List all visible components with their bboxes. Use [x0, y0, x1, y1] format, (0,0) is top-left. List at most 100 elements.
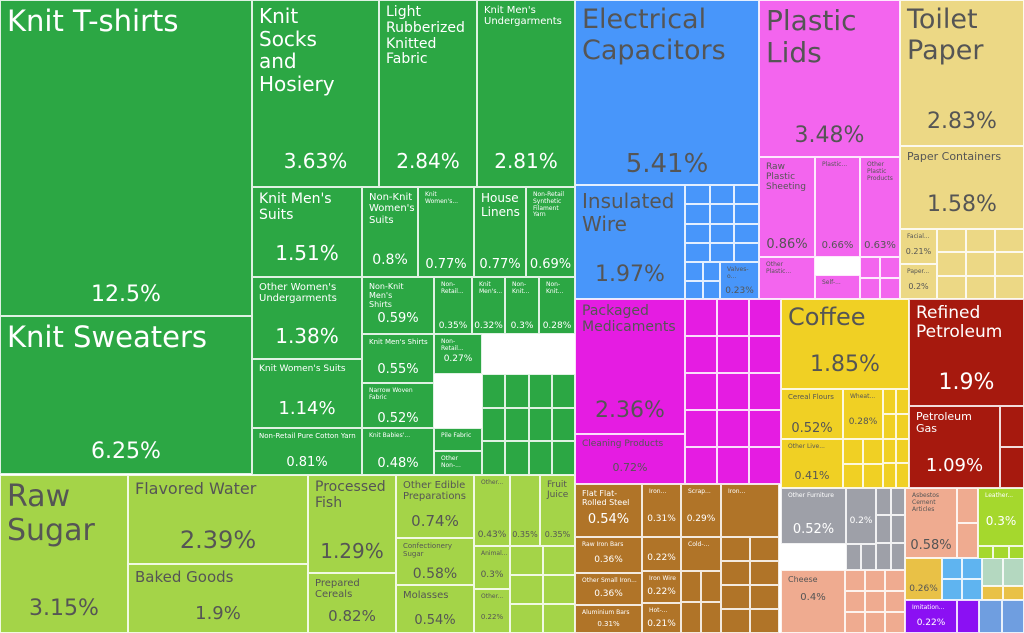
- tile-label: Other Furniture: [788, 492, 834, 499]
- treemap-tile-other-plastic: Other Plastic...: [759, 257, 815, 299]
- tile-label: Pile Fabric: [441, 432, 472, 439]
- tile-value: 3.15%: [29, 596, 99, 621]
- treemap-minor-tile: [883, 413, 896, 439]
- treemap-minor-tile: [721, 609, 750, 633]
- treemap-minor-tile: [937, 275, 966, 299]
- tile-label: Paper...: [907, 268, 930, 275]
- tile-value: 1.9%: [938, 370, 995, 395]
- treemap-minor-tile: [896, 389, 909, 414]
- tile-label: Animal...: [481, 550, 508, 557]
- treemap-minor-tile: [510, 546, 543, 575]
- treemap-minor-tile: [709, 185, 735, 205]
- tile-label: Non-Retail...: [441, 338, 464, 352]
- treemap-tile-light-rubberized-knitted-fabric: Light Rubberized Knitted Fabric 2.84%: [379, 0, 477, 187]
- treemap-tile-knit-sweaters: Knit Sweaters 6.25%: [0, 316, 252, 474]
- tile-label: Wheat...: [850, 393, 876, 400]
- tile-label: Knit Babies'...: [369, 432, 411, 439]
- tile-value: 6.25%: [91, 439, 161, 464]
- tile-value: 2.83%: [927, 109, 997, 134]
- tile-value: 3.63%: [283, 149, 348, 173]
- treemap-minor-tile: [681, 571, 701, 602]
- treemap-minor-tile: [979, 600, 1002, 633]
- treemap-minor-tile: [685, 299, 717, 336]
- treemap-minor-tile: [551, 374, 575, 408]
- treemap-tile-non-retail-synthetic-filament-yarn: Non-Retail Synthetic Filament Yarn 0.69%: [526, 187, 575, 277]
- treemap-minor-tile: [962, 558, 982, 579]
- treemap-minor-tile: [685, 204, 710, 224]
- tile-value: 0.59%: [377, 311, 419, 326]
- treemap-minor-tile: [750, 561, 779, 585]
- tile-value: 0.52%: [377, 411, 419, 426]
- tile-label: Plastic...: [822, 161, 848, 168]
- tile-label: Other...: [481, 479, 504, 486]
- tile-value: 0.55%: [377, 362, 419, 377]
- tile-label: Cereal Flours: [788, 393, 834, 401]
- treemap-minor-tile: [1001, 600, 1024, 633]
- tile-value: 1.09%: [925, 455, 984, 476]
- treemap-minor-tile: [749, 373, 781, 410]
- tile-value: 0.35%: [438, 321, 468, 331]
- treemap-tile-refined-petroleum: Refined Petroleum 1.9%: [909, 299, 1024, 406]
- tile-value: 0.54%: [587, 512, 630, 527]
- treemap-minor-tile: [717, 336, 749, 373]
- tile-value: 0.52%: [791, 421, 833, 436]
- tile-value: 3.48%: [794, 123, 865, 148]
- treemap-minor-tile: [876, 515, 891, 543]
- treemap-tile-raw-plastic-sheeting: Raw Plastic Sheeting 0.86%: [759, 157, 815, 257]
- treemap-minor-tile: [685, 280, 703, 299]
- treemap-minor-tile: [734, 185, 759, 205]
- treemap-tile-cold: Cold-...: [681, 537, 721, 571]
- tile-value: 2.84%: [396, 149, 460, 173]
- treemap-tile-knit-men-s-undergarments: Knit Men's Undergarments 2.81%: [477, 0, 575, 187]
- tile-value: 0.2%: [849, 516, 873, 526]
- treemap-tile-raw-sugar: Raw Sugar 3.15%: [0, 475, 128, 633]
- tile-value: 0.22%: [647, 587, 676, 597]
- treemap-minor-tile: [709, 223, 735, 243]
- treemap-tile-flavored-water: Flavored Water 2.39%: [128, 475, 308, 564]
- treemap-tile-non-knit-women-s-suits: Non-Knit Women's Suits 0.8%: [362, 187, 418, 277]
- treemap-tile-knit-women-s-suits: Knit Women's Suits 1.14%: [252, 359, 362, 428]
- tile-label: Raw Sugar: [7, 479, 95, 548]
- treemap-minor-tile: [749, 336, 781, 373]
- treemap-tile-toilet-paper: Toilet Paper 2.83%: [900, 0, 1024, 146]
- tile-label: Cleaning Products: [582, 439, 664, 449]
- treemap-tile-iron: Iron...: [721, 484, 779, 537]
- treemap-tile-knit-men-s-suits: Knit Men's Suits 1.51%: [252, 187, 362, 277]
- treemap-tile-animal-products: 0.26%: [905, 558, 942, 600]
- treemap-minor-tile: [896, 438, 909, 464]
- treemap-tile-other-live: Other Live... 0.41%: [781, 439, 843, 488]
- tile-value: 1.97%: [595, 262, 665, 287]
- treemap-tile-baked-goods: Baked Goods 1.9%: [128, 564, 308, 633]
- tile-value: 0.58%: [910, 538, 952, 553]
- treemap-tile-knit-men-s-shirts: Knit Men's Shirts 0.55%: [362, 334, 434, 383]
- tile-value: 0.31%: [647, 514, 676, 524]
- treemap-tile-processed-fish: Processed Fish 1.29%: [308, 475, 396, 573]
- tile-label: Insulated Wire: [582, 189, 675, 236]
- tile-label: Non-Knit Men's Shirts: [369, 282, 404, 310]
- tile-label: Leather...: [985, 492, 1014, 499]
- treemap-minor-tile: [721, 561, 750, 585]
- treemap-tile-other-furniture: Other Furniture 0.52%: [781, 488, 846, 544]
- treemap-tile-confectionery-sugar: Confectionery Sugar 0.58%: [396, 538, 474, 585]
- treemap-minor-tile: [843, 463, 863, 488]
- tile-label: Refined Petroleum: [916, 303, 1003, 343]
- treemap-minor-tile: [865, 612, 885, 633]
- tile-label: Knit Men's Shirts: [369, 338, 428, 346]
- treemap-minor-tile: [966, 229, 995, 253]
- treemap-minor-tile: [982, 558, 1003, 586]
- tile-value: 0.43%: [477, 530, 507, 540]
- tile-label: Other Women's Undergarments: [259, 282, 337, 305]
- treemap-minor-tile: [883, 389, 896, 414]
- treemap-minor-tile: [482, 441, 506, 475]
- tile-value: 0.21%: [905, 247, 932, 256]
- treemap-minor-tile: [542, 575, 575, 604]
- tile-label: Processed Fish: [315, 479, 386, 511]
- treemap-tile-prepared-cereals: Prepared Cereals 0.82%: [308, 573, 396, 633]
- treemap-tile-aluminium-bars: Aluminium Bars 0.31%: [575, 605, 642, 633]
- treemap-minor-tile: [860, 257, 880, 278]
- treemap-minor-tile: [734, 204, 759, 224]
- tile-label: Iron...: [728, 488, 746, 495]
- treemap-minor-tile: [861, 544, 876, 570]
- treemap-tile-molasses: Molasses 0.54%: [396, 585, 474, 633]
